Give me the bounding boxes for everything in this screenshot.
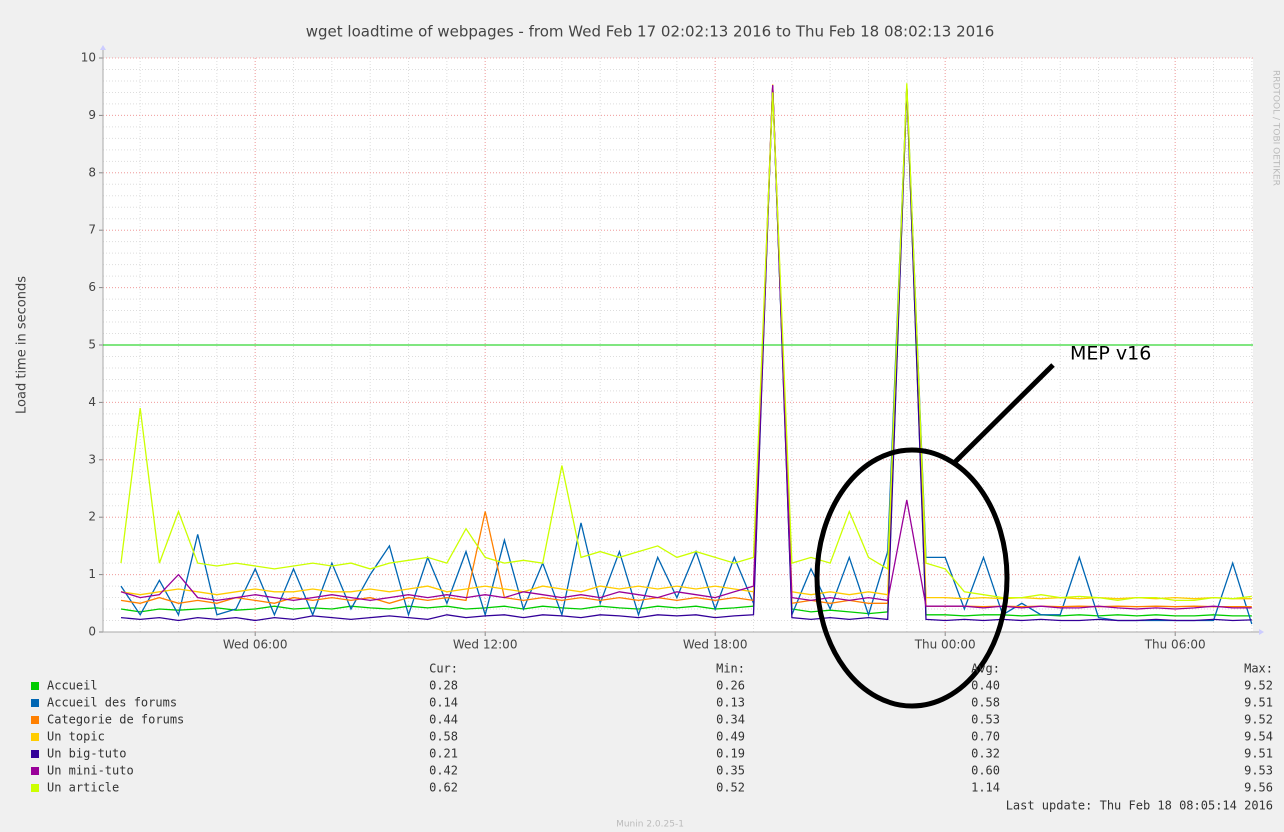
legend-stat: 0.70 xyxy=(971,730,1000,744)
x-tick-label: Thu 06:00 xyxy=(1144,638,1206,652)
legend-stat: 0.28 xyxy=(429,679,458,693)
legend-stat: 0.13 xyxy=(716,696,745,710)
legend-label: Accueil des forums xyxy=(47,696,177,710)
y-tick-label: 4 xyxy=(88,395,96,409)
legend-header: Min: xyxy=(716,662,745,676)
legend-label: Accueil xyxy=(47,679,98,693)
x-tick-label: Wed 18:00 xyxy=(683,638,748,652)
legend-stat: 0.40 xyxy=(971,679,1000,693)
lines xyxy=(103,83,1253,625)
x-tick-label: Thu 00:00 xyxy=(914,638,976,652)
legend-stat: 9.52 xyxy=(1244,713,1273,727)
legend-stat: 0.58 xyxy=(429,730,458,744)
axis-arrow xyxy=(100,45,106,50)
y-tick-label: 10 xyxy=(81,51,96,65)
y-tick-label: 3 xyxy=(88,452,96,466)
legend-stat: 9.51 xyxy=(1244,747,1273,761)
legend-swatch xyxy=(31,716,39,724)
y-axis-label: Load time in seconds xyxy=(15,276,30,414)
legend-stat: 9.54 xyxy=(1244,730,1273,744)
side-label: RRDTOOL / TOBI OETIKER xyxy=(1271,70,1281,186)
y-tick-label: 2 xyxy=(88,510,96,524)
legend-stat: 0.14 xyxy=(429,696,458,710)
series-line xyxy=(120,86,1252,622)
legend-stat: 9.56 xyxy=(1244,781,1273,795)
legend-stat: 0.60 xyxy=(971,764,1000,778)
series-line xyxy=(120,86,1253,625)
legend-swatch xyxy=(31,699,39,707)
legend-swatch xyxy=(31,767,39,775)
y-tick-label: 5 xyxy=(88,338,96,352)
legend-label: Un article xyxy=(47,781,119,795)
legend-stat: 0.49 xyxy=(716,730,745,744)
annotation-ellipse xyxy=(814,447,1010,709)
y-tick-label: 0 xyxy=(88,625,96,639)
axis-arrow xyxy=(1259,629,1264,635)
legend-stat: 0.52 xyxy=(716,781,745,795)
legend-label: Categorie de forums xyxy=(47,713,184,727)
legend-label: Un big-tuto xyxy=(47,747,126,761)
legend: Cur: Min: Avg: Max: Accueil 0.28 0.26 0.40 9.52 A… xyxy=(31,662,1273,795)
legend-stat: 9.51 xyxy=(1244,696,1273,710)
series-line xyxy=(120,85,1252,608)
annotation: MEP v16 xyxy=(1070,343,1151,365)
x-tick-label: Wed 12:00 xyxy=(453,638,518,652)
legend-swatch xyxy=(31,682,39,690)
y-tick-label: 7 xyxy=(88,223,96,237)
chart-title: wget loadtime of webpages - from Wed Feb… xyxy=(306,23,995,41)
y-tick-label: 9 xyxy=(88,108,96,122)
y-tick-label: 6 xyxy=(88,280,96,294)
grid: 0 1 2 3 4 5 6 7 8 9 10 Wed 06:00 Wed 12:00 Wed 18:00 T… xyxy=(81,45,1264,652)
legend-label: Un mini-tuto xyxy=(47,764,134,778)
legend-stat: 0.58 xyxy=(971,696,1000,710)
legend-stat: 0.62 xyxy=(429,781,458,795)
legend-header: Cur: xyxy=(429,662,458,676)
legend-stat: 0.32 xyxy=(971,747,1000,761)
y-tick-label: 8 xyxy=(88,165,96,179)
legend-swatch xyxy=(31,750,39,758)
legend-stat: 9.53 xyxy=(1244,764,1273,778)
series-line xyxy=(120,84,1252,610)
legend-label: Un topic xyxy=(47,730,105,744)
y-tick-label: 1 xyxy=(88,567,96,581)
last-update: Last update: Thu Feb 18 08:05:14 2016 xyxy=(1006,799,1273,813)
legend-stat: 0.19 xyxy=(716,747,745,761)
legend-stat: 0.44 xyxy=(429,713,458,727)
legend-stat: 0.53 xyxy=(971,713,1000,727)
footer: Munin 2.0.25-1 xyxy=(616,820,684,830)
x-tick-label: Wed 06:00 xyxy=(223,638,288,652)
legend-stat: 0.35 xyxy=(716,764,745,778)
series-line xyxy=(120,83,1252,602)
legend-stat: 0.42 xyxy=(429,764,458,778)
legend-header: Avg: xyxy=(971,662,1000,676)
annotation-pointer xyxy=(953,363,1055,464)
legend-stat: 0.21 xyxy=(429,747,458,761)
legend-header: Max: xyxy=(1244,662,1273,676)
legend-stat: 0.34 xyxy=(716,713,745,727)
legend-stat: 9.52 xyxy=(1244,679,1273,693)
legend-stat: 0.26 xyxy=(716,679,745,693)
legend-swatch xyxy=(31,733,39,741)
legend-swatch xyxy=(31,784,39,792)
legend-stat: 1.14 xyxy=(971,781,1000,795)
